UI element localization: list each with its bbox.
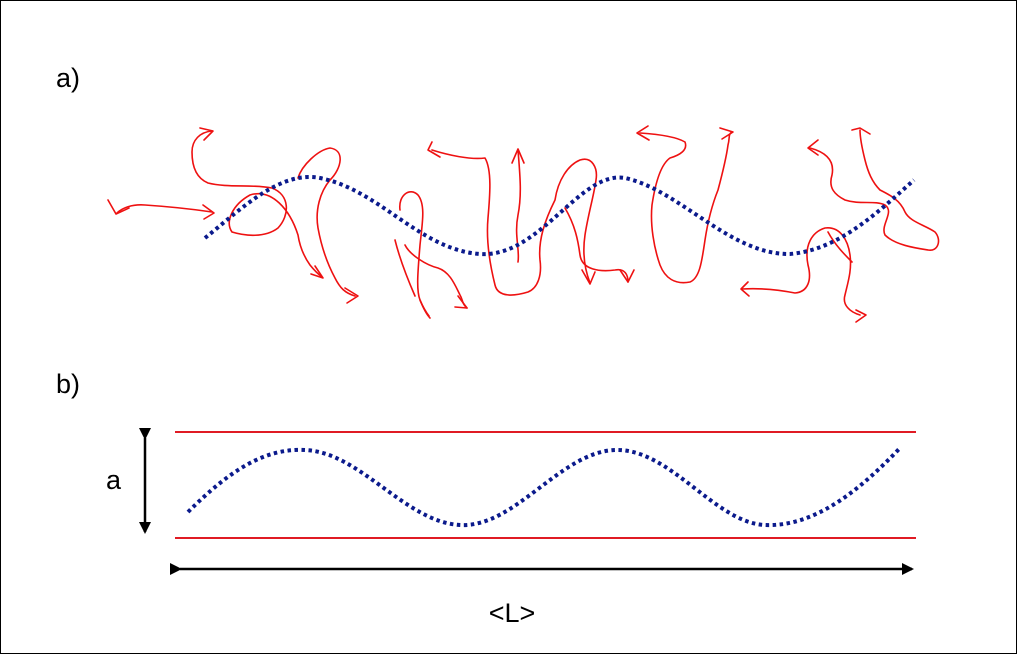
panel-a-label: a) <box>56 63 80 93</box>
mean-path-curve-a <box>203 174 916 257</box>
chain-end-arrow-left <box>116 204 213 214</box>
polymer-chain <box>107 125 940 323</box>
tube-width-label: a <box>106 465 122 495</box>
panel-b-label: b) <box>56 369 80 399</box>
contour-length-label: <L> <box>489 598 536 628</box>
mean-path-curve-b <box>186 446 902 528</box>
chain-segment <box>191 130 323 278</box>
